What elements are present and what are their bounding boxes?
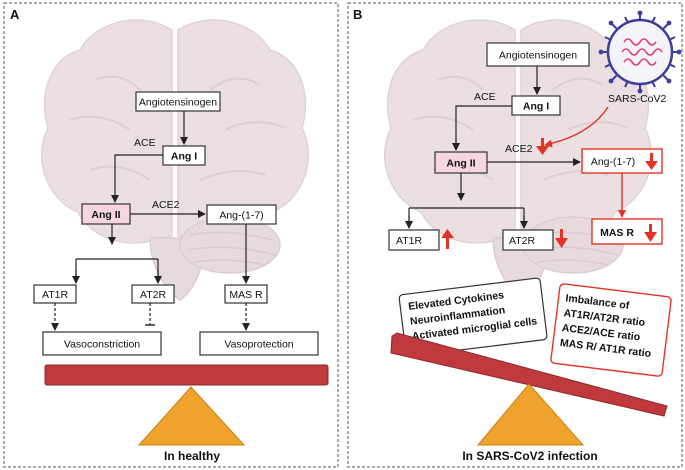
at2r-label-a: AT2R	[140, 289, 166, 301]
panel-a-caption: In healthy	[164, 449, 220, 463]
ang1-label-a: Ang I	[171, 151, 197, 163]
at2r-box-a	[131, 284, 175, 304]
at2r-label-b: AT2R	[509, 235, 535, 247]
ang17-box-a	[206, 204, 277, 225]
angiotensinogen-label-a: Angiotensinogen	[139, 97, 217, 109]
arrow-ang1-to-ang2-b	[452, 105, 512, 151]
virus-icon	[598, 10, 682, 94]
ang17-down-arrow-icon	[645, 153, 658, 170]
at1r-label-b: AT1R	[396, 235, 422, 247]
panel-a: A Angiotensinogen Ang I Ang II Ang-(1-7)…	[10, 7, 329, 463]
masr-down-arrow-icon	[644, 224, 657, 242]
indicators	[441, 138, 658, 249]
balance-beam-a	[44, 364, 329, 386]
vasoconstriction-label: Vasoconstriction	[64, 339, 140, 351]
angiotensinogen-box-a	[135, 91, 221, 112]
fulcrum-a	[137, 386, 246, 446]
at2r-box-b	[502, 229, 554, 251]
vasoprotection-label: Vasoprotection	[224, 339, 293, 351]
ang2-label-a: Ang II	[91, 209, 120, 221]
brain-background-a	[40, 19, 310, 301]
ace-label-b: ACE	[474, 91, 496, 103]
vasoconstriction-box	[42, 331, 162, 356]
fulcrum-b	[476, 383, 585, 446]
cytokines-box: Elevated Cytokines Neuroinflammation Act…	[398, 277, 548, 357]
masr-label-a: MAS R	[229, 289, 263, 301]
virus-label: SARS-CoV2	[608, 93, 667, 105]
arrow-ang1-to-ang2-a	[111, 154, 163, 203]
angiotensinogen-box-b	[486, 42, 590, 67]
panel-b-caption: In SARS-CoV2 infection	[462, 449, 597, 463]
ang2-label-b: Ang II	[446, 158, 475, 170]
masr-label-b: MAS R	[600, 227, 634, 239]
at2r-down-arrow-icon	[555, 229, 568, 248]
panel-b-letter: B	[353, 7, 362, 22]
angiotensinogen-label-b: Angiotensinogen	[499, 50, 577, 62]
at1r-label-a: AT1R	[42, 289, 68, 301]
imbalance-box: Imbalance of AT1R/AT2R ratio ACE2/ACE ra…	[550, 283, 672, 377]
at1r-box-b	[388, 229, 440, 251]
ang17-label-b: Ang-(1-7)	[591, 156, 635, 168]
arrow-virus-to-ace2	[544, 106, 609, 148]
at1r-up-arrow-icon	[441, 229, 454, 249]
panel-b-border	[347, 2, 683, 468]
ace2-label-b: ACE2	[505, 143, 533, 155]
ace2-down-arrow-icon	[536, 138, 549, 155]
ace-label-a: ACE	[134, 137, 156, 149]
ace2-label-a: ACE2	[152, 199, 180, 211]
panel-b: B	[353, 7, 682, 463]
panel-a-border	[3, 2, 339, 468]
panel-a-letter: A	[10, 7, 20, 22]
vasoprotection-box	[199, 331, 319, 356]
ang1-label-b: Ang I	[523, 101, 549, 113]
balance-beam-b	[390, 332, 668, 417]
ang17-label-a: Ang-(1-7)	[219, 210, 263, 222]
branch-line-a	[75, 258, 159, 283]
